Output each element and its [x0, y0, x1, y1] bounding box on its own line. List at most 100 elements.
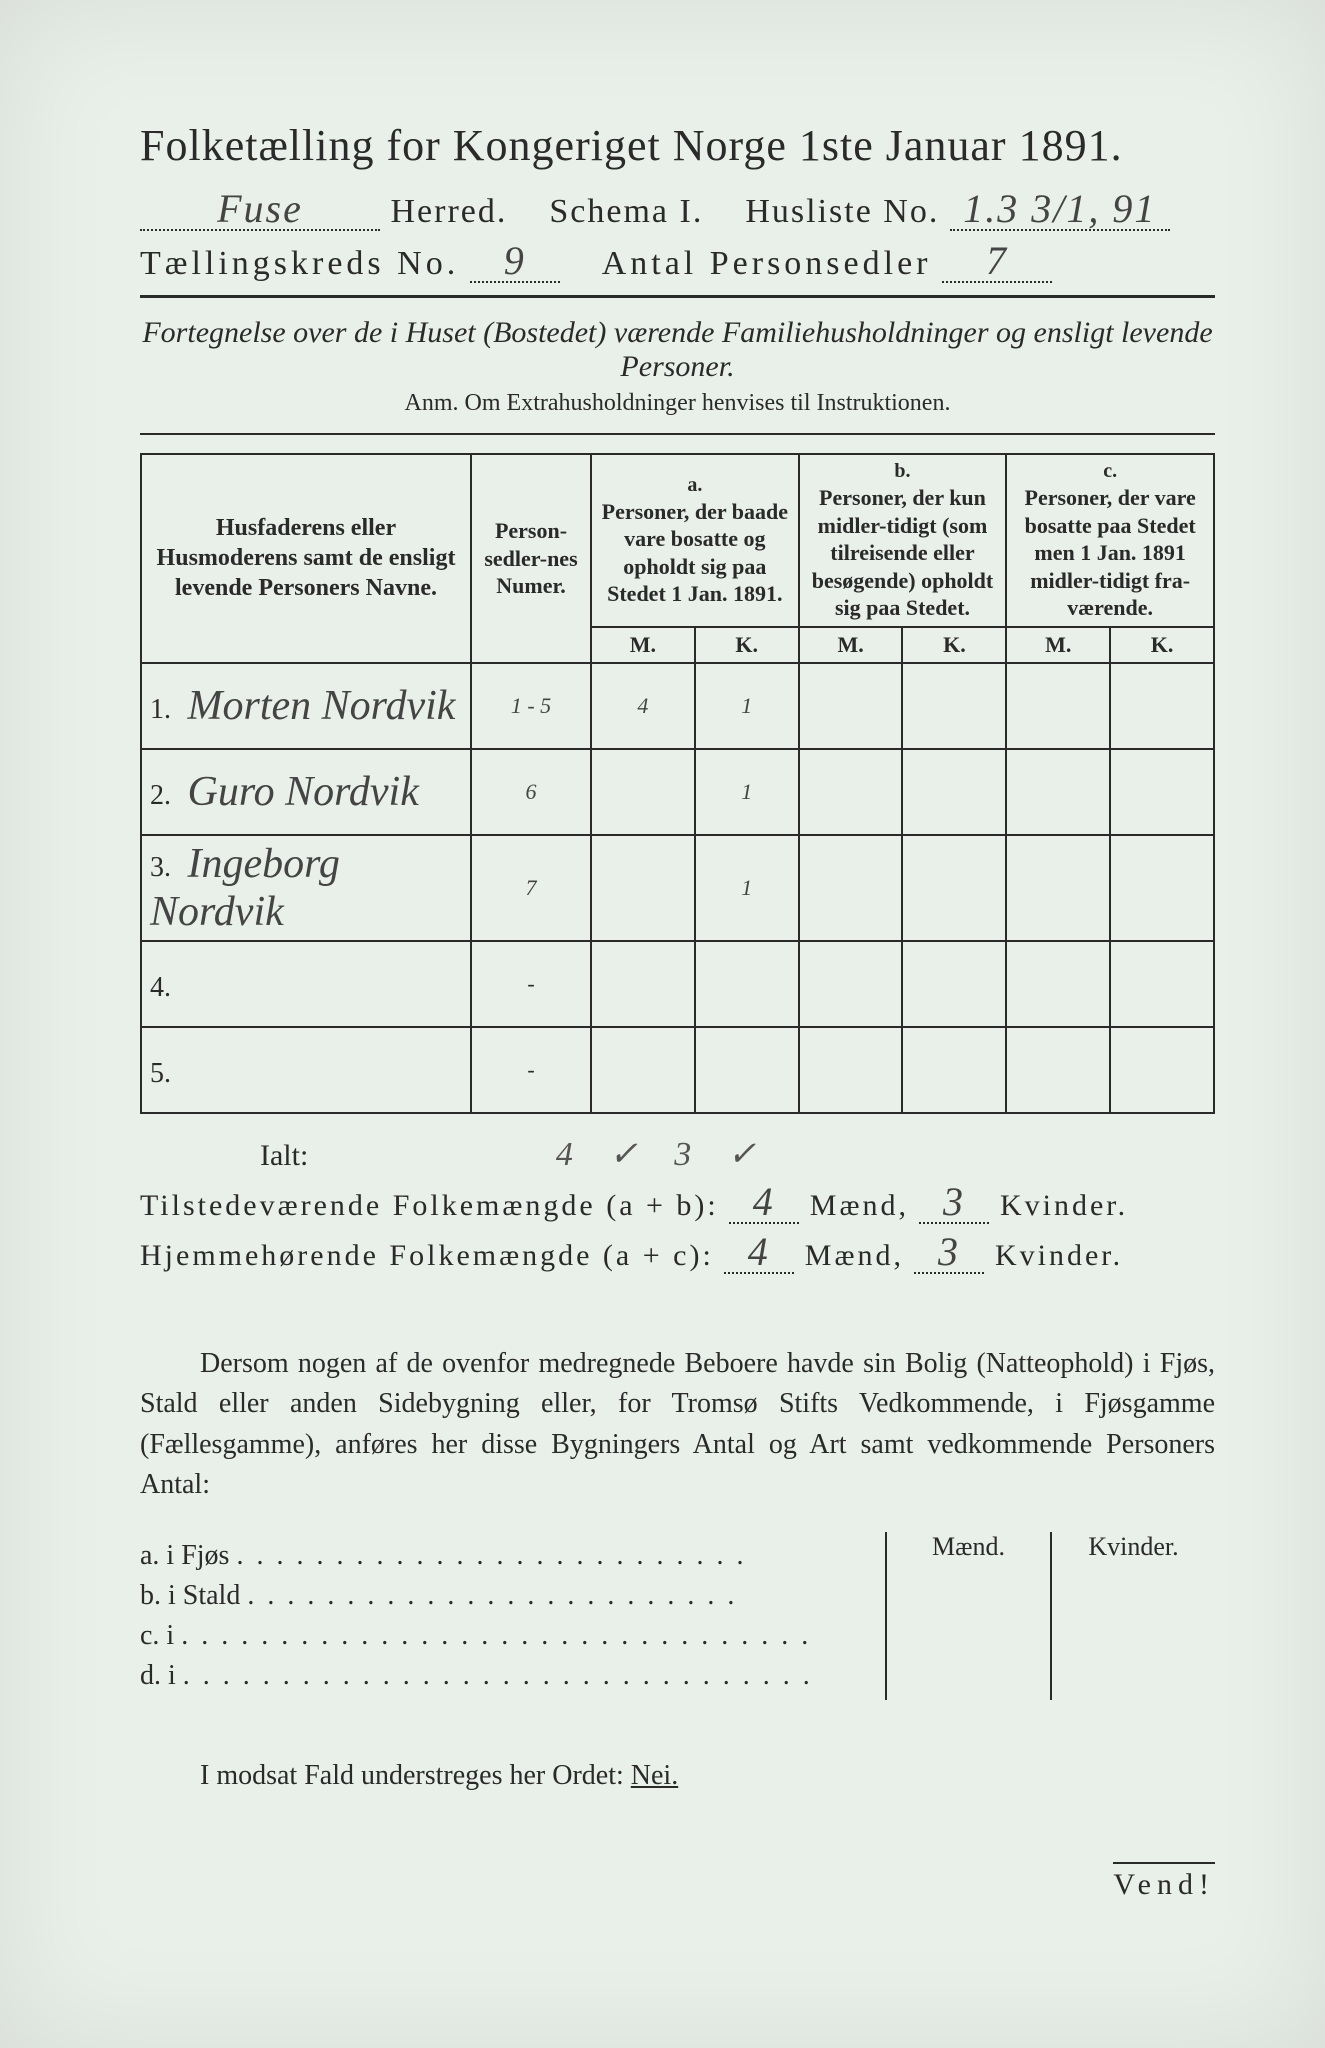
- dots: . . . . . . . . . . . . . . . . . . . . …: [236, 1540, 746, 1571]
- building-c-label: c. i: [140, 1620, 174, 1651]
- census-tbody: 1. Morten Nordvik 1 - 5 4 1 2. Guro Nord…: [141, 663, 1214, 1113]
- summary-1-m: 4: [729, 1182, 799, 1224]
- ialt-label: Ialt:: [260, 1139, 308, 1172]
- maend-col: Mænd.: [887, 1532, 1050, 1700]
- husliste-value: 1.3 3/1, 91: [950, 189, 1170, 231]
- a-m-cell: 4: [591, 663, 695, 749]
- c-m-cell: [1006, 663, 1110, 749]
- summary-line-1: Tilstedeværende Folkemængde (a + b): 4 M…: [140, 1182, 1215, 1224]
- table-row: 4. -: [141, 941, 1214, 1027]
- col-names-header: Husfaderens eller Husmoderens samt de en…: [141, 454, 471, 663]
- c-k-cell: [1110, 749, 1214, 835]
- b-k-cell: [902, 1027, 1006, 1113]
- name-cell: 5.: [141, 1027, 471, 1113]
- anm-note: Anm. Om Extrahusholdninger henvises til …: [140, 390, 1215, 417]
- row-index: 1.: [150, 694, 178, 726]
- b-m-cell: [799, 663, 903, 749]
- c-m-cell: [1006, 835, 1110, 941]
- c-m-cell: [1006, 1027, 1110, 1113]
- building-row-a: a. i Fjøs . . . . . . . . . . . . . . . …: [140, 1540, 885, 1572]
- table-row: 5. -: [141, 1027, 1214, 1113]
- c-m-cell: [1006, 749, 1110, 835]
- summary-2-k: 3: [914, 1232, 984, 1274]
- summary-line-2: Hjemmehørende Folkemængde (a + c): 4 Mæn…: [140, 1232, 1215, 1274]
- row-index: 2.: [150, 780, 178, 812]
- schema-label: Schema I.: [549, 193, 703, 230]
- group-c-letter: c.: [1013, 459, 1207, 484]
- person-name: Guro Nordvik: [188, 769, 419, 815]
- page-title: Folketælling for Kongeriget Norge 1ste J…: [140, 120, 1215, 171]
- table-row: 1. Morten Nordvik 1 - 5 4 1: [141, 663, 1214, 749]
- a-m-cell: [591, 835, 695, 941]
- group-a-header: a. Personer, der baade vare bosatte og o…: [591, 454, 799, 627]
- building-row-c: c. i . . . . . . . . . . . . . . . . . .…: [140, 1620, 885, 1652]
- subtitle: Fortegnelse over de i Huset (Bostedet) v…: [140, 316, 1215, 384]
- a-m-cell: [591, 749, 695, 835]
- building-row-b: b. i Stald . . . . . . . . . . . . . . .…: [140, 1580, 885, 1612]
- a-m-cell: [591, 941, 695, 1027]
- kvinder-label: Kvinder.: [1000, 1189, 1128, 1222]
- name-cell: 3. Ingeborg Nordvik: [141, 835, 471, 941]
- kreds-label: Tællingskreds No.: [140, 245, 459, 282]
- name-cell: 1. Morten Nordvik: [141, 663, 471, 749]
- a-k-cell: 1: [695, 835, 799, 941]
- name-cell: 2. Guro Nordvik: [141, 749, 471, 835]
- num-cell: -: [471, 941, 591, 1027]
- nei-text: I modsat Fald understreges her Ordet:: [200, 1760, 631, 1791]
- a-k-cell: 1: [695, 749, 799, 835]
- nei-word: Nei.: [631, 1760, 678, 1791]
- b-m-cell: [799, 941, 903, 1027]
- antal-value: 7: [942, 241, 1052, 283]
- name-cell: 4.: [141, 941, 471, 1027]
- kvinder-col: Kvinder.: [1050, 1532, 1215, 1700]
- a-k-header: K.: [695, 627, 799, 663]
- c-m-header: M.: [1006, 627, 1110, 663]
- building-block: a. i Fjøs . . . . . . . . . . . . . . . …: [140, 1532, 1215, 1700]
- num-cell: -: [471, 1027, 591, 1113]
- header-line-2: Tællingskreds No. 9 Antal Personsedler 7: [140, 241, 1215, 283]
- maend-kvinder-cols: Mænd. Kvinder.: [885, 1532, 1215, 1700]
- col-num-header: Person-sedler-nes Numer.: [471, 454, 591, 663]
- building-paragraph: Dersom nogen af de ovenfor medregnede Be…: [140, 1344, 1215, 1506]
- c-k-header: K.: [1110, 627, 1214, 663]
- b-m-cell: [799, 1027, 903, 1113]
- nei-line: I modsat Fald understreges her Ordet: Ne…: [140, 1760, 1215, 1792]
- table-row: 3. Ingeborg Nordvik 7 1: [141, 835, 1214, 941]
- c-k-cell: [1110, 835, 1214, 941]
- c-k-cell: [1110, 663, 1214, 749]
- header-line-1: Fuse Herred. Schema I. Husliste No. 1.3 …: [140, 189, 1215, 231]
- summary-2-m: 4: [724, 1232, 794, 1274]
- herred-label: Herred.: [391, 193, 508, 230]
- census-form-page: Folketælling for Kongeriget Norge 1ste J…: [0, 0, 1325, 2048]
- num-cell: 7: [471, 835, 591, 941]
- vend-label: Vend!: [1113, 1862, 1215, 1902]
- num-cell: 6: [471, 749, 591, 835]
- building-list: a. i Fjøs . . . . . . . . . . . . . . . …: [140, 1532, 885, 1700]
- row-index: 4.: [150, 972, 178, 1004]
- building-b-label: b. i Stald: [140, 1580, 240, 1611]
- num-cell: 1 - 5: [471, 663, 591, 749]
- kreds-value: 9: [470, 241, 560, 283]
- divider: [140, 295, 1215, 298]
- building-d-label: d. i: [140, 1660, 176, 1691]
- row-index: 3.: [150, 852, 178, 884]
- dots: . . . . . . . . . . . . . . . . . . . . …: [183, 1660, 813, 1691]
- herred-value: Fuse: [140, 189, 380, 231]
- dots: . . . . . . . . . . . . . . . . . . . . …: [247, 1580, 737, 1611]
- antal-label: Antal Personsedler: [602, 245, 932, 282]
- group-b-letter: b.: [806, 459, 1000, 484]
- b-k-cell: [902, 749, 1006, 835]
- dots: . . . . . . . . . . . . . . . . . . . . …: [181, 1620, 811, 1651]
- summary-1-label: Tilstedeværende Folkemængde (a + b):: [140, 1189, 719, 1222]
- group-b-header: b. Personer, der kun midler-tidigt (som …: [799, 454, 1007, 627]
- census-table: Husfaderens eller Husmoderens samt de en…: [140, 453, 1215, 1114]
- ialt-row: Ialt: 4 ✓ 3 ✓: [260, 1134, 1215, 1174]
- b-m-header: M.: [799, 627, 903, 663]
- maend-label: Mænd,: [810, 1189, 909, 1222]
- b-k-header: K.: [902, 627, 1006, 663]
- summary-1-k: 3: [919, 1182, 989, 1224]
- group-b-text: Personer, der kun midler-tidigt (som til…: [806, 484, 1000, 622]
- a-k-cell: [695, 941, 799, 1027]
- b-m-cell: [799, 749, 903, 835]
- group-a-text: Personer, der baade vare bosatte og opho…: [598, 498, 792, 608]
